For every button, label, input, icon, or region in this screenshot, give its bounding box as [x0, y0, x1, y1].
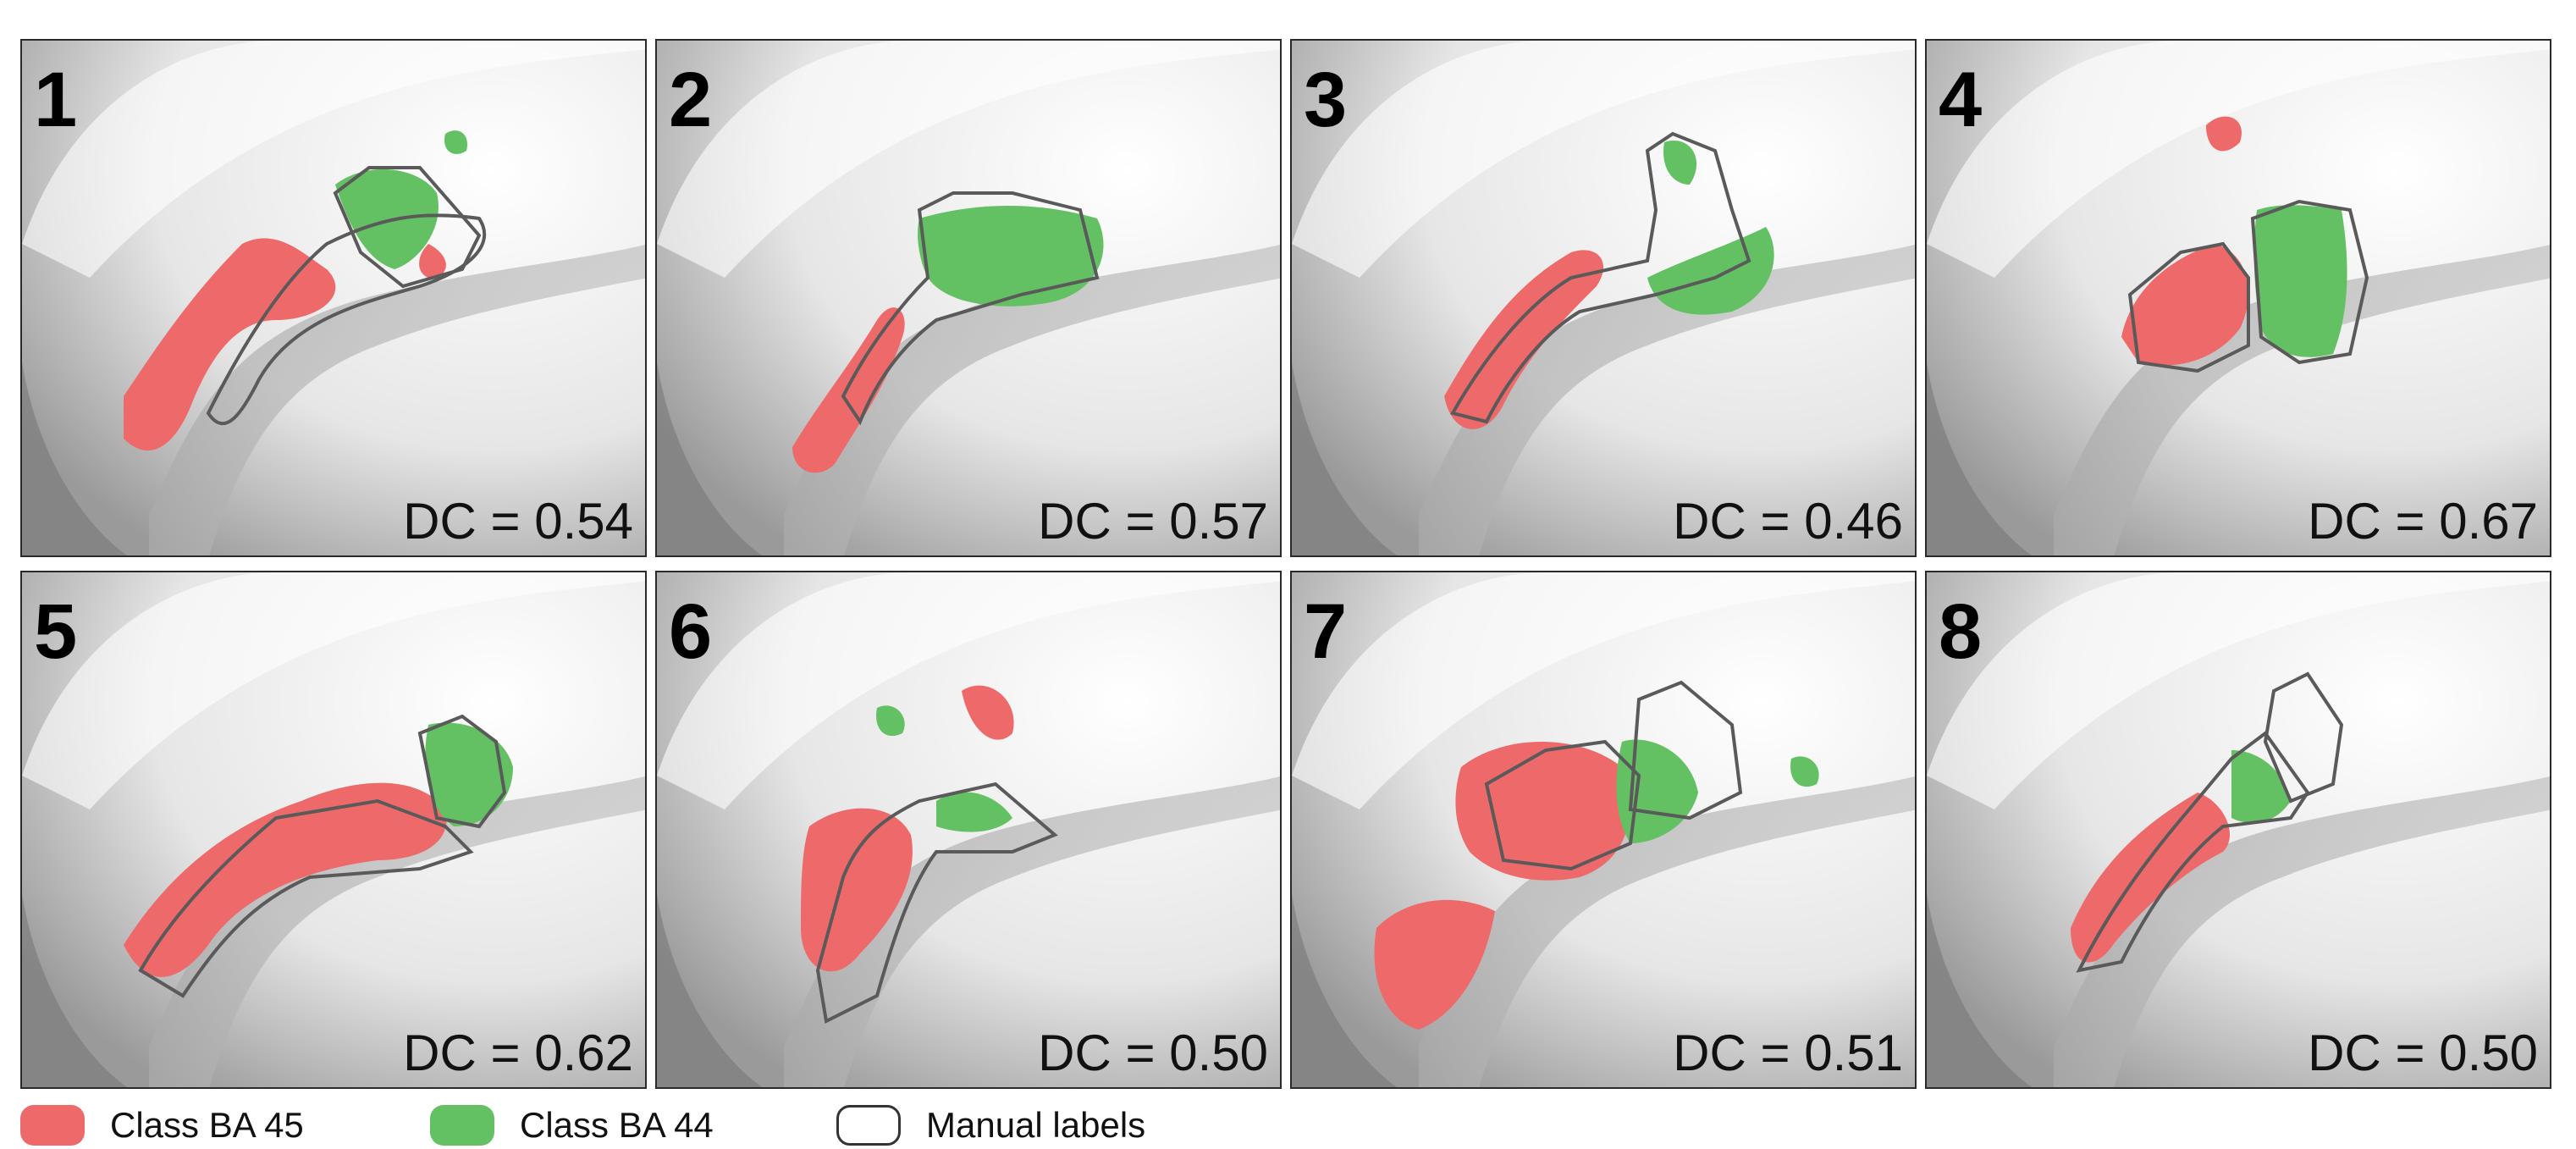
class-ba45-region	[1444, 250, 1604, 429]
panel-number: 2	[669, 57, 713, 143]
panel-number: 3	[1304, 57, 1348, 143]
legend-item-manual: Manual labels	[836, 1104, 1145, 1146]
manual-label-outline	[1628, 680, 1743, 820]
dice-coefficient-label: DC = 0.62	[403, 1025, 633, 1081]
panel-number: 1	[34, 57, 78, 143]
legend: Class BA 45 Class BA 44 Manual labels	[20, 1104, 1375, 1146]
panel-7: 7 DC = 0.51	[1290, 571, 1917, 1089]
brain-surface-image	[1927, 41, 2550, 555]
manual-label-outline	[815, 782, 1058, 1024]
class-ba44-region	[444, 130, 467, 154]
class-ba44-region	[425, 722, 513, 826]
class-ba44-region	[918, 206, 1104, 307]
panel-number: 4	[1939, 57, 1983, 143]
class-ba45-region	[1455, 742, 1630, 881]
dice-coefficient-label: DC = 0.57	[1038, 493, 1268, 550]
class-ba44-region	[936, 792, 1012, 832]
class-ba44-region	[2231, 750, 2291, 823]
manual-labels-swatch	[836, 1105, 901, 1146]
manual-label-outline	[333, 166, 482, 289]
panel-grid: 1 DC = 0.54 2 DC = 0.57 3 DC = 0.46	[20, 39, 2553, 1089]
class-ba44-region	[335, 168, 439, 269]
class-ba44-region	[876, 705, 905, 737]
brain-surface-image	[1292, 572, 1915, 1087]
class-ba45-region	[962, 685, 1014, 740]
dice-coefficient-label: DC = 0.51	[1673, 1025, 1903, 1081]
class-ba45-region	[1374, 899, 1495, 1030]
panel-6: 6 DC = 0.50	[655, 571, 1282, 1089]
class-ba45-region	[2206, 116, 2242, 152]
class-ba45-region	[2071, 793, 2231, 963]
class-ba44-region	[1790, 756, 1819, 787]
dice-coefficient-label: DC = 0.54	[403, 493, 633, 550]
class-ba45-swatch	[20, 1105, 85, 1146]
panel-2: 2 DC = 0.57	[655, 39, 1282, 557]
panel-number: 5	[34, 588, 78, 675]
class-ba44-region	[2253, 205, 2347, 357]
class-ba45-region	[124, 782, 447, 977]
class-ba45-region	[792, 307, 905, 473]
manual-label-outline	[138, 798, 474, 998]
class-ba44-region	[1663, 141, 1697, 185]
legend-label-manual: Manual labels	[926, 1105, 1146, 1145]
panel-number: 6	[669, 588, 713, 675]
brain-surface-image	[22, 41, 645, 555]
panel-3: 3 DC = 0.46	[1290, 39, 1917, 557]
dice-coefficient-label: DC = 0.50	[1038, 1025, 1268, 1081]
brain-surface-image	[1292, 41, 1915, 555]
class-ba45-region	[419, 244, 446, 279]
manual-label-outline	[2263, 671, 2344, 804]
class-ba44-swatch	[430, 1105, 494, 1146]
brain-surface-image	[1927, 572, 2550, 1087]
panel-number: 8	[1939, 588, 1983, 675]
class-ba44-region	[1647, 227, 1774, 315]
legend-label-ba44: Class BA 44	[520, 1105, 714, 1145]
manual-label-outline	[841, 191, 1100, 426]
panel-8: 8 DC = 0.50	[1925, 571, 2551, 1089]
manual-label-outline	[2127, 241, 2250, 373]
panel-4: 4 DC = 0.67	[1925, 39, 2551, 557]
legend-item-ba44: Class BA 44	[430, 1104, 714, 1146]
panel-number: 7	[1304, 588, 1348, 675]
manual-label-outline	[1449, 131, 1751, 424]
legend-label-ba45: Class BA 45	[110, 1105, 304, 1145]
manual-label-outline	[2076, 731, 2310, 973]
brain-surface-image	[657, 41, 1280, 555]
dice-coefficient-label: DC = 0.50	[2308, 1025, 2538, 1081]
brain-surface-image	[657, 572, 1280, 1087]
panel-1: 1 DC = 0.54	[20, 39, 647, 557]
brain-surface-image	[22, 572, 645, 1087]
manual-label-outline	[2250, 199, 2369, 365]
panel-5: 5 DC = 0.62	[20, 571, 647, 1089]
manual-label-outline	[206, 213, 486, 426]
class-ba45-region	[2121, 244, 2248, 366]
dice-coefficient-label: DC = 0.67	[2308, 493, 2538, 550]
manual-label-outline	[417, 714, 507, 829]
legend-item-ba45: Class BA 45	[20, 1104, 304, 1146]
dice-coefficient-label: DC = 0.46	[1673, 493, 1903, 550]
